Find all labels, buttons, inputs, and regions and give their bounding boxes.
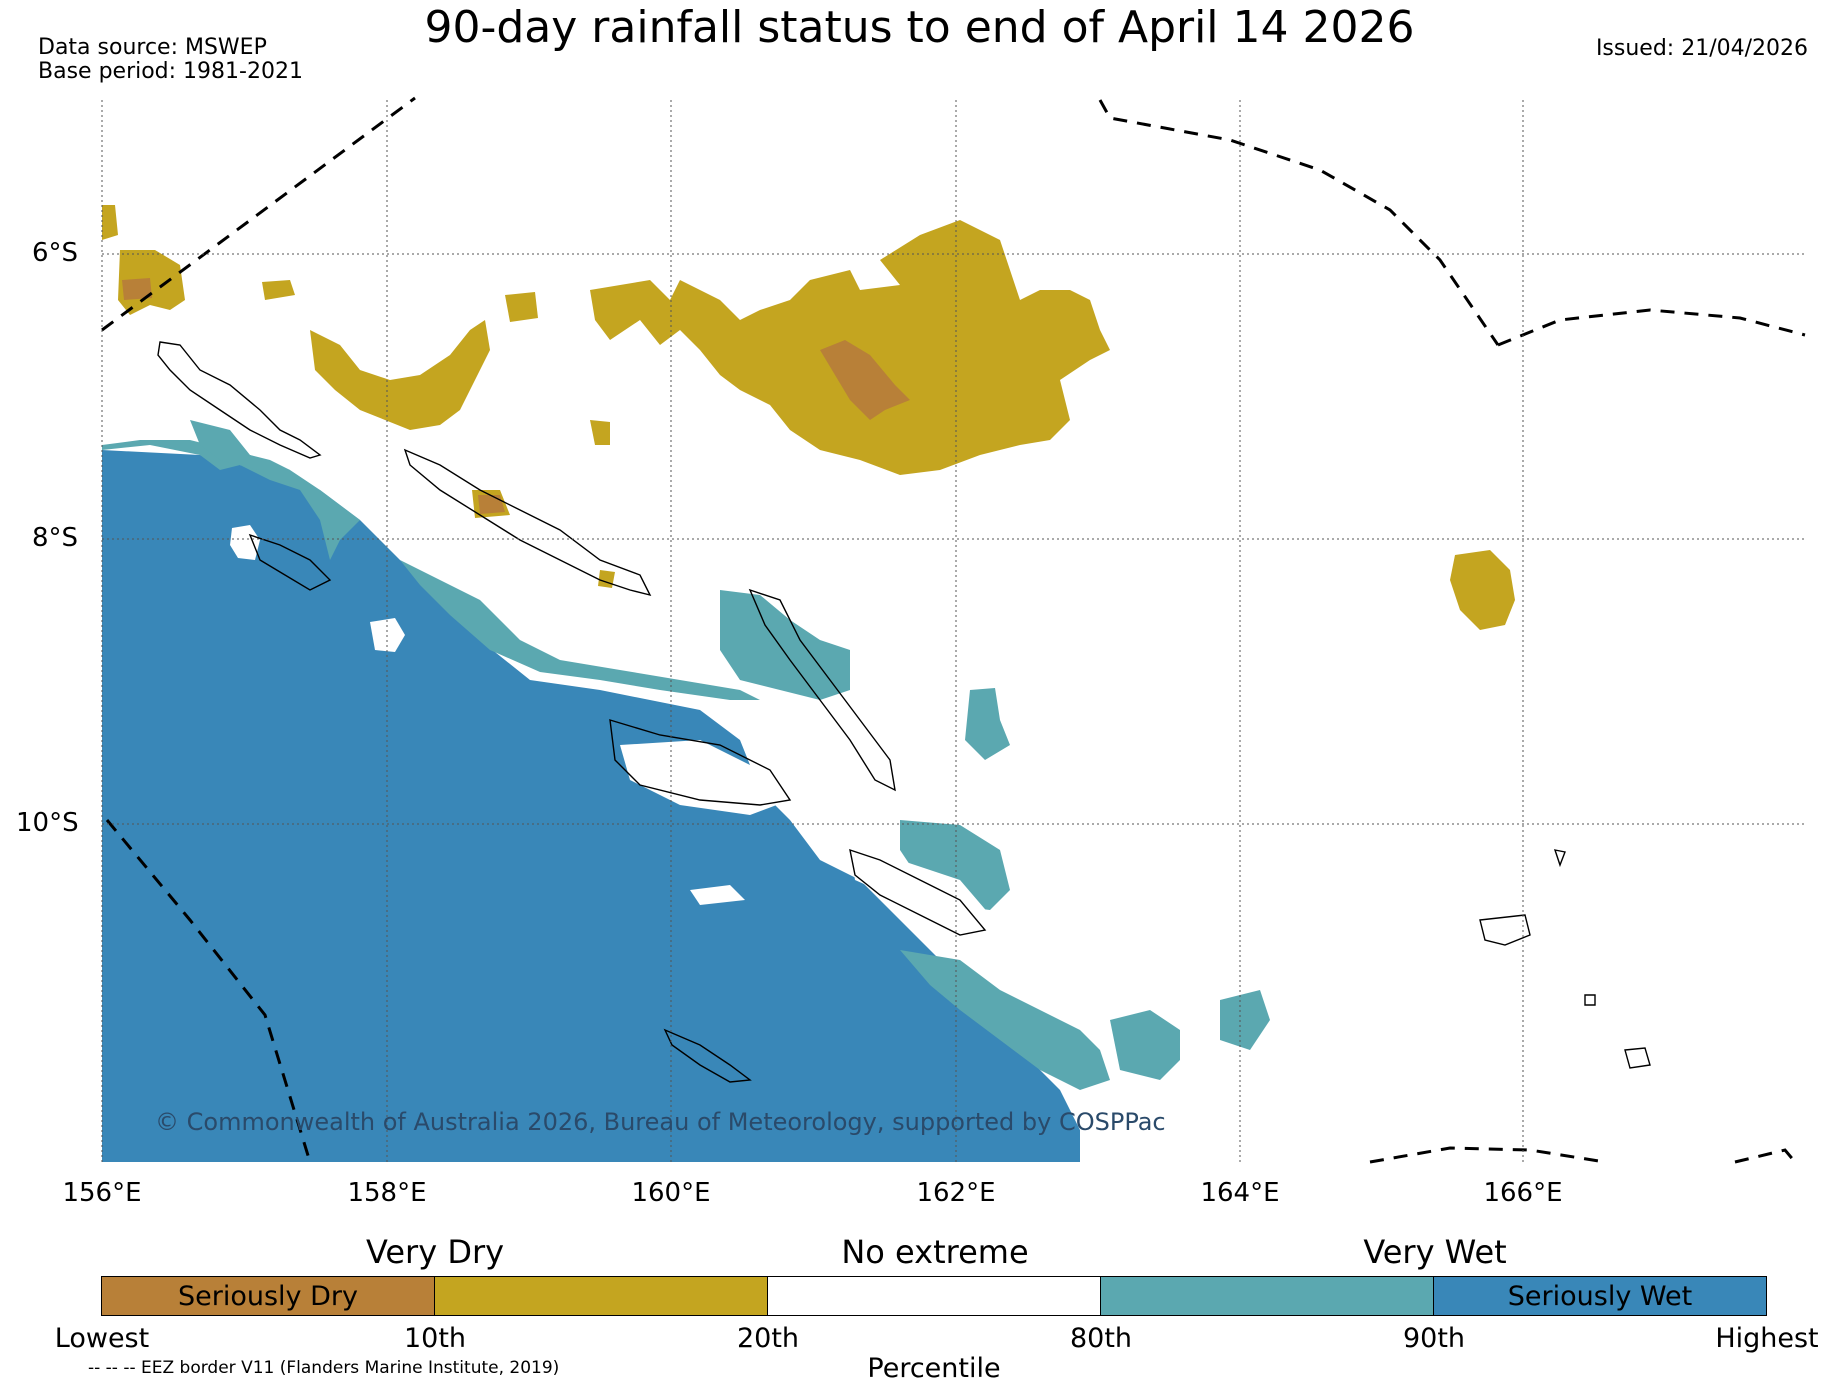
coast-guadalcanal [609,719,792,806]
base-period-line: Base period: 1981-2021 [38,59,303,84]
very-wet-patch-se [1110,1010,1180,1080]
legend-seg-label: Seriously Dry [178,1280,358,1312]
eez-border-north-east [1098,99,1500,346]
very-wet-patch-far-east [1220,990,1270,1050]
copyright-text: © Commonwealth of Australia 2026, Bureau… [155,1108,1166,1136]
very-wet-patch-east [900,820,1010,910]
lon-label-164e: 164°E [1200,1178,1280,1208]
very-dry-patch-east [1450,550,1515,630]
legend-seg-very-dry [435,1277,768,1315]
eez-border-nw [101,96,416,332]
island-hole-1 [230,525,260,560]
legend-tick-80th: 80th [1069,1323,1133,1354]
very-wet-band-coast [400,560,760,700]
very-dry-patch-2 [505,292,538,322]
lon-label-158e: 158°E [347,1178,427,1208]
eez-borders [101,96,1806,1164]
legend-seg-seriously-dry: Seriously Dry [102,1277,435,1315]
lon-label-156e: 156°E [62,1178,142,1208]
coast-islet-4 [1553,849,1566,868]
coast-isabel [748,588,896,792]
legend-tick-20th: 20th [736,1323,800,1354]
seriously-wet-region [102,450,1080,1162]
very-dry-patch-1 [262,280,295,300]
very-dry-patch-6 [598,570,615,588]
eez-border-south [1369,1146,1606,1164]
lat-label-8s: 8°S [32,523,79,553]
very-dry-region-west [310,320,490,430]
lat-label-6s: 6°S [32,238,79,268]
coast-choiseul [403,448,652,597]
coast-new-georgia [248,533,332,591]
legend-tick-10th: 10th [403,1323,467,1354]
eez-border-se [1734,1148,1797,1164]
island-hole-4 [850,850,990,925]
coast-malaita [849,848,987,936]
issued-date: Issued: 21/04/2026 [1595,36,1808,61]
legend-tick-90th: 90th [1402,1323,1466,1354]
legend-colorbar: Seriously Dry Seriously Wet [101,1276,1767,1316]
eez-border-note: -- -- -- EEZ border V11 (Flanders Marine… [88,1358,560,1378]
very-wet-patch-south [900,950,1110,1090]
map-title: 90-day rainfall status to end of April 1… [424,2,1415,53]
coast-makira [663,1028,752,1083]
very-wet-patch-north [190,420,290,470]
seriously-dry-region-main [820,340,910,420]
coast-islet-1 [1479,914,1531,946]
very-wet-patch-center [720,590,850,700]
legend-tick-lowest: Lowest [54,1323,150,1354]
very-wet-band-west [102,440,360,560]
seriously-dry-region-nw [122,278,152,300]
lat-label-10s: 10°S [16,808,79,838]
lon-label-166e: 166°E [1483,1178,1563,1208]
eez-border-east [1497,308,1806,347]
legend-seg-label: Seriously Wet [1507,1280,1693,1312]
island-hole-5 [690,885,745,905]
data-source-line: Data source: MSWEP [38,35,267,60]
coast-islet-2 [1624,1047,1651,1069]
percentile-axis-label: Percentile [867,1353,1001,1384]
gridlines [101,100,1805,1162]
coast-bougainville [157,341,322,459]
legend-header-very-dry: Very Dry [365,1233,505,1271]
legend-header-no-extreme: No extreme [841,1233,1029,1271]
coastlines [157,341,1651,1083]
data-source-info: Data source: MSWEP Base period: 1981-202… [38,36,303,84]
legend-seg-no-extreme [768,1277,1101,1315]
legend-seg-seriously-wet: Seriously Wet [1434,1277,1766,1315]
legend-seg-very-wet [1101,1277,1434,1315]
island-hole-3 [620,740,790,815]
legend-tick-highest: Highest [1715,1323,1819,1354]
very-wet-patch-small [965,688,1010,760]
legend-header-very-wet: Very Wet [1363,1233,1507,1271]
very-dry-patch-3 [590,420,610,445]
coast-islet-3 [1584,994,1596,1006]
very-dry-patch-7 [102,205,118,240]
lon-label-162e: 162°E [916,1178,996,1208]
lon-label-160e: 160°E [631,1178,711,1208]
